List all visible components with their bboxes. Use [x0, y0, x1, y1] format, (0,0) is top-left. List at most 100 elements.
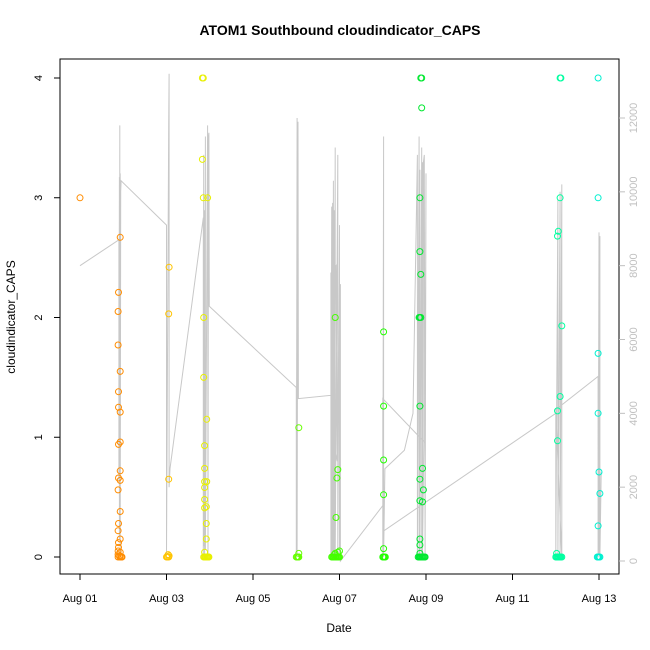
data-point — [336, 547, 343, 555]
secondary-y-tick-label: 4000 — [628, 401, 640, 425]
data-point — [116, 476, 124, 484]
data-point — [558, 322, 566, 330]
data-point — [114, 341, 122, 349]
data-point — [334, 548, 342, 556]
data-point — [202, 503, 210, 511]
x-tick-label: Aug 13 — [582, 593, 617, 605]
x-tick-label: Aug 01 — [63, 593, 98, 605]
points-layer — [76, 74, 604, 561]
data-point — [417, 314, 425, 321]
data-point — [201, 464, 209, 472]
data-point — [199, 194, 207, 202]
secondary-series-line — [79, 73, 602, 563]
secondary-y-tick-label: 2000 — [628, 475, 640, 499]
data-point — [380, 545, 388, 553]
data-point — [554, 227, 562, 235]
y-axis: 0 1 2 3 4 — [33, 75, 60, 560]
data-point — [594, 349, 602, 357]
data-point — [203, 478, 211, 486]
data-point — [295, 549, 303, 557]
data-point — [557, 74, 565, 82]
data-point — [332, 514, 340, 521]
data-point — [165, 310, 173, 318]
data-point — [380, 402, 388, 410]
secondary-y-tick-label: 12000 — [628, 103, 640, 134]
secondary-y-tick-label: 0 — [628, 558, 640, 564]
data-point — [204, 194, 212, 202]
y-tick-label: 4 — [33, 75, 45, 81]
data-point — [380, 491, 388, 499]
data-point — [115, 288, 122, 296]
data-point — [596, 553, 604, 561]
y-tick-label: 0 — [33, 554, 45, 560]
secondary-y-axis: 0 2000 4000 6000 8000 10000 12000 — [619, 103, 640, 564]
data-point — [417, 270, 425, 278]
data-point — [202, 535, 210, 543]
data-point — [556, 393, 564, 400]
data-point — [205, 553, 213, 561]
data-point — [116, 233, 124, 241]
data-point — [116, 408, 124, 416]
data-point — [334, 466, 342, 474]
y-axis-label: cloudindicator_CAPS — [4, 260, 18, 373]
data-point — [201, 496, 209, 503]
data-point — [115, 520, 122, 527]
data-point — [416, 402, 424, 410]
data-point — [200, 373, 208, 381]
data-point — [201, 442, 209, 450]
data-point — [594, 194, 602, 202]
data-point — [116, 548, 124, 556]
data-point — [116, 367, 124, 375]
data-point — [203, 415, 211, 423]
data-point — [380, 456, 388, 464]
x-tick-label: Aug 11 — [495, 593, 529, 605]
data-point — [201, 484, 209, 491]
y-tick-label: 1 — [33, 434, 45, 440]
data-point — [419, 498, 426, 506]
data-point — [114, 486, 122, 494]
data-point — [116, 535, 124, 543]
x-axis: Aug 01 Aug 03 Aug 05 Aug 07 Aug 09 Aug 11 Aug … — [63, 574, 617, 605]
x-tick-label: Aug 03 — [149, 593, 184, 605]
data-point — [556, 194, 564, 202]
data-point — [596, 490, 604, 497]
data-point — [199, 74, 207, 82]
data-point — [595, 468, 603, 476]
data-point — [416, 475, 424, 483]
data-point — [198, 155, 206, 163]
secondary-y-tick-label: 10000 — [628, 177, 640, 208]
data-point — [594, 409, 602, 417]
x-tick-label: Aug 05 — [236, 593, 271, 605]
data-point — [116, 467, 124, 475]
data-point — [165, 552, 173, 560]
data-point — [381, 553, 389, 561]
data-point — [380, 328, 388, 336]
data-point — [553, 549, 561, 557]
data-point — [114, 527, 122, 535]
data-point — [419, 486, 427, 494]
data-point — [115, 388, 122, 396]
x-axis-label: Date — [326, 621, 352, 635]
data-point — [164, 551, 172, 559]
data-point — [554, 232, 561, 240]
data-point — [115, 403, 122, 411]
x-tick-label: Aug 07 — [322, 593, 357, 605]
chart-title: ATOM1 Southbound cloudindicator_CAPS — [199, 22, 480, 38]
data-point — [200, 314, 208, 321]
data-point — [331, 314, 339, 321]
data-point — [594, 522, 602, 530]
data-point — [117, 553, 125, 561]
data-point — [165, 263, 173, 271]
data-point — [115, 539, 122, 547]
data-point — [114, 308, 122, 315]
y-tick-label: 3 — [33, 195, 45, 201]
data-point — [76, 194, 84, 202]
data-point — [416, 248, 424, 256]
data-point — [116, 438, 124, 446]
secondary-y-tick-label: 6000 — [628, 327, 640, 351]
data-point — [594, 74, 602, 82]
data-point — [558, 553, 566, 561]
data-point — [416, 194, 424, 202]
data-point — [202, 520, 210, 527]
